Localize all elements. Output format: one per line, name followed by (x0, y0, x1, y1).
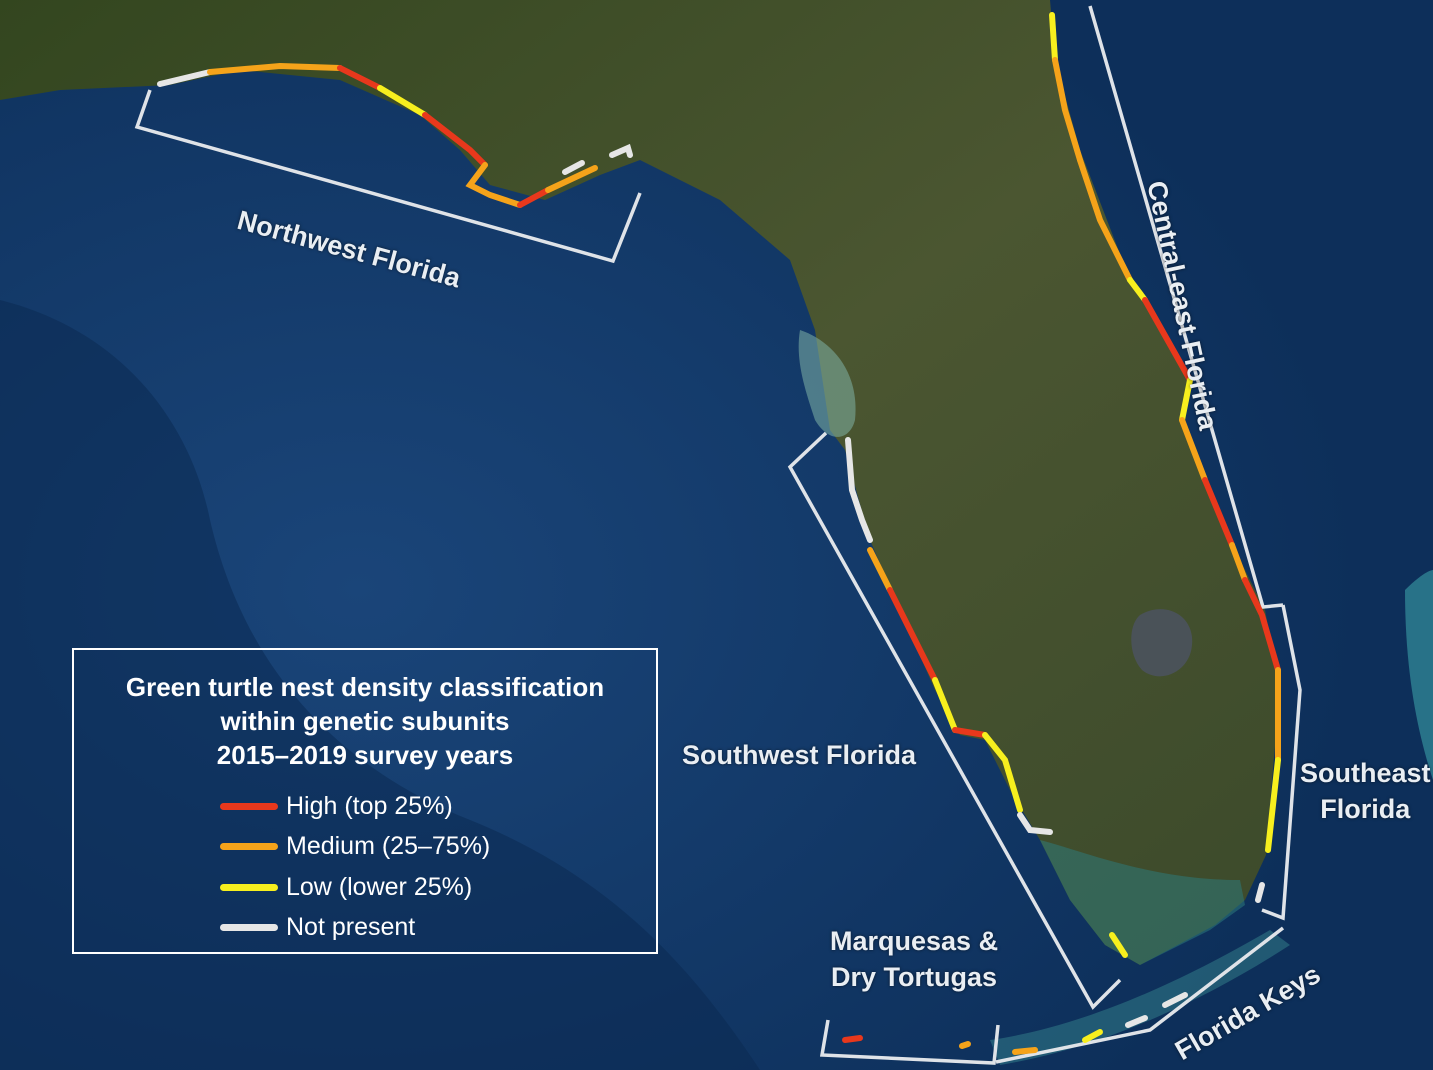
legend-title-line-2: within genetic subunits (220, 706, 510, 736)
legend-label-low: Low (lower 25%) (286, 872, 473, 901)
segment-keys-2 (1082, 1029, 1103, 1043)
florida-landmass (0, 0, 1280, 965)
legend-items: High (top 25%) Medium (25–75%) Low (lowe… (220, 786, 656, 948)
bracket-southwest (787, 431, 1122, 1010)
bracket-northwest (134, 89, 642, 264)
segment-ce-6 (1179, 377, 1193, 423)
label-southeast-line-1: Southeast (1300, 758, 1431, 788)
segment-nw-2 (207, 62, 343, 75)
segment-ce-1 (1049, 12, 1058, 63)
segment-ce-8 (1202, 477, 1235, 548)
legend-label-not-present: Not present (286, 913, 416, 942)
segment-sw-3 (887, 587, 938, 683)
legend-swatch-not-present (220, 924, 278, 932)
subunit-brackets (134, 5, 1302, 1065)
segment-nw-8 (545, 165, 598, 193)
legend-item-not-present: Not present (220, 908, 656, 949)
segment-sw-6 (982, 732, 1023, 813)
keys-reef-shallows (990, 930, 1290, 1065)
segment-sw-4 (932, 677, 958, 733)
legend-item-medium: Medium (25–75%) (220, 827, 656, 868)
segment-ce-2 (1052, 57, 1083, 163)
legend-label-high: High (top 25%) (286, 791, 453, 820)
map-legend: Green turtle nest density classification… (72, 648, 658, 954)
segment-se-2 (1265, 757, 1281, 853)
bracket-central-east (1088, 5, 1284, 609)
segment-mq-2 (959, 1041, 971, 1049)
segment-sw-7 (1017, 812, 1053, 835)
continental-shelf-edge (0, 300, 760, 1070)
bracket-southeast (1261, 604, 1302, 921)
label-marquesas-dry-tortugas: Marquesas & Dry Tortugas (830, 923, 998, 995)
label-southeast-florida: Southeast Florida (1300, 755, 1431, 827)
legend-label-medium: Medium (25–75%) (286, 832, 491, 861)
segment-ce-4 (1127, 277, 1148, 303)
bracket-marquesas (819, 1019, 1000, 1065)
florida-bay-shallows (1040, 840, 1245, 965)
nest-density-segments (157, 12, 1281, 1055)
segment-sw-5 (952, 727, 988, 738)
legend-title-line-1: Green turtle nest density classification (125, 672, 605, 702)
segment-se-3 (1255, 882, 1265, 903)
segment-nw-4 (377, 85, 428, 118)
bracket-keys (995, 926, 1285, 1064)
segment-ce-7 (1179, 417, 1208, 483)
legend-swatch-high (220, 802, 278, 810)
segment-nw-5 (422, 112, 488, 168)
lake-okeechobee (1131, 609, 1193, 677)
segment-sw-1 (845, 437, 873, 543)
segment-nw-10 (609, 143, 633, 158)
segment-nw-7 (517, 187, 551, 208)
segment-ce-9 (1229, 542, 1248, 583)
bahamas-bank (1405, 570, 1433, 780)
segment-nw-1 (157, 69, 213, 87)
legend-title-line-3: 2015–2019 survey years (216, 740, 514, 770)
segment-keys-4 (1162, 992, 1188, 1008)
segment-keys-3 (1125, 1015, 1148, 1028)
segment-nw-9 (562, 160, 585, 175)
segment-ce-3 (1077, 157, 1133, 283)
segment-sw-8 (1109, 932, 1128, 958)
tampa-bay-shallows (798, 330, 856, 437)
segment-nw-3 (337, 65, 383, 91)
label-marquesas-line-2: Dry Tortugas (831, 962, 998, 992)
legend-item-high: High (top 25%) (220, 786, 656, 827)
segment-nw-6 (465, 162, 523, 208)
segment-mq-1 (842, 1035, 863, 1043)
label-marquesas-line-1: Marquesas & (830, 926, 999, 956)
legend-item-low: Low (lower 25%) (220, 867, 656, 908)
legend-swatch-low (220, 883, 278, 891)
label-southwest-florida: Southwest Florida (682, 740, 917, 770)
segment-ce-5 (1142, 297, 1193, 383)
legend-title: Green turtle nest density classification… (74, 670, 656, 772)
segment-keys-1 (1012, 1047, 1038, 1055)
label-southeast-line-2: Florida (1320, 794, 1411, 824)
legend-swatch-medium (220, 843, 278, 851)
segment-sw-2 (867, 547, 893, 593)
segment-ce-10 (1242, 577, 1281, 673)
